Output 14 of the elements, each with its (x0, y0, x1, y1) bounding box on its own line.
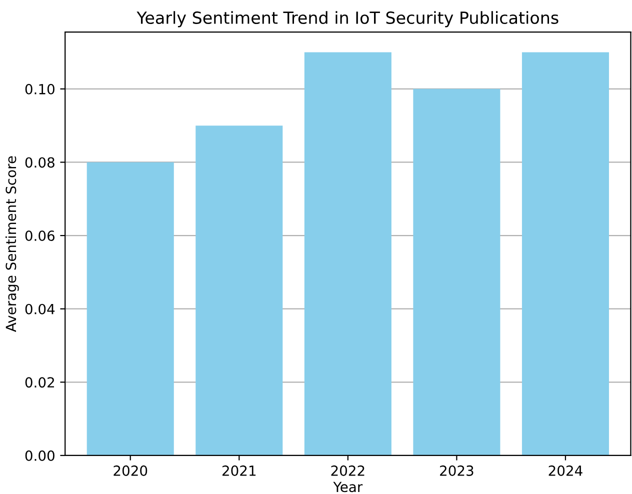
chart-title: Yearly Sentiment Trend in IoT Security Publications (136, 11, 558, 28)
x-tick-label: 2023 (440, 465, 474, 476)
y-tick-label: 0.08 (25, 157, 54, 168)
x-axis-title: Year (333, 482, 363, 492)
y-tick-label: 0.02 (25, 377, 54, 388)
x-tick-label: 2024 (548, 465, 582, 476)
y-tick-label: 0.10 (25, 84, 54, 94)
x-tick-label: 2022 (331, 465, 364, 476)
y-axis-title: Average Sentiment Score (5, 156, 19, 332)
x-tick-label: 2020 (114, 465, 148, 476)
y-tick-label: 0.00 (25, 450, 54, 461)
x-tick-label: 2021 (222, 465, 256, 476)
y-tick-label: 0.04 (25, 304, 55, 314)
y-tick-label: 0.06 (25, 230, 54, 242)
